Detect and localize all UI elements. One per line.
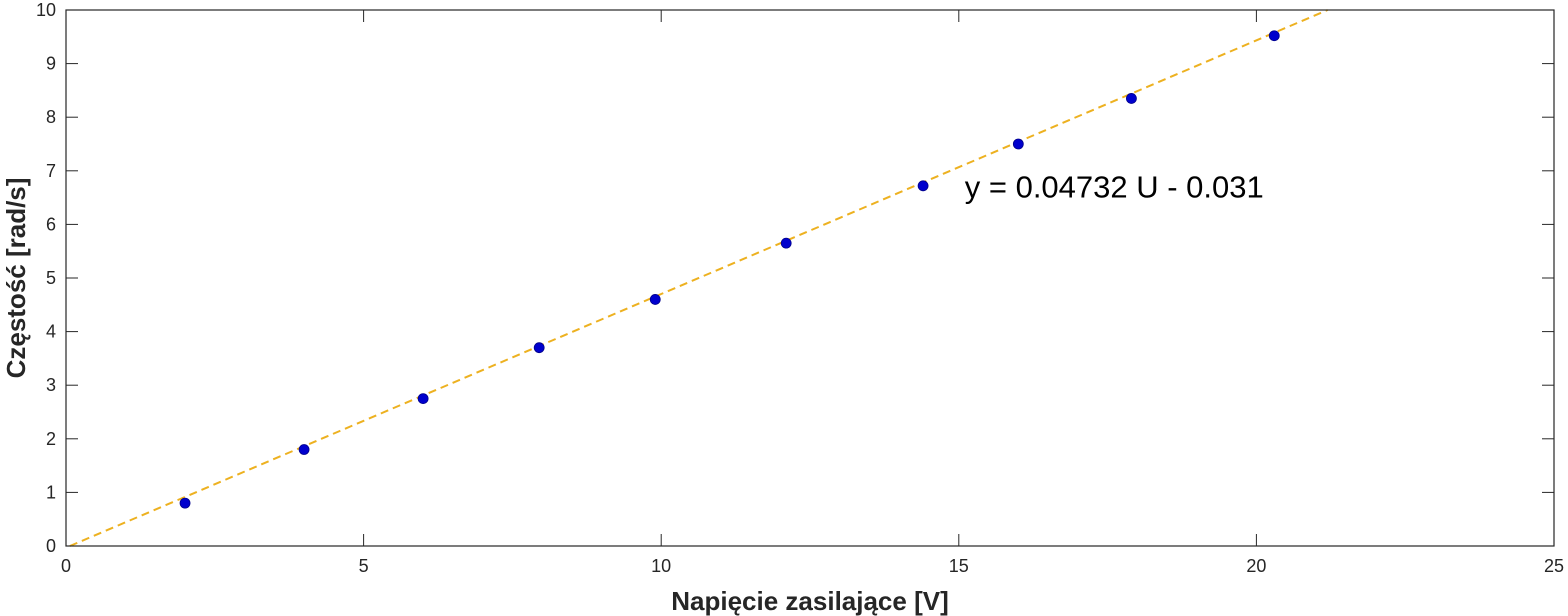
y-tick-label: 6 (46, 214, 56, 234)
data-point (533, 342, 545, 354)
y-tick-label: 3 (46, 375, 56, 395)
x-tick-label: 10 (651, 556, 671, 576)
plot-background (66, 10, 1554, 546)
data-point (179, 497, 191, 509)
tick-labels-layer: 0 5 10 15 20 25 0 1 2 3 4 5 6 7 8 9 10 (36, 0, 1564, 576)
x-tick-label: 20 (1246, 556, 1266, 576)
y-tick-label: 5 (46, 268, 56, 288)
data-point (1126, 93, 1137, 104)
data-point (417, 393, 429, 405)
x-tick-label: 5 (359, 556, 369, 576)
y-tick-label: 1 (46, 482, 56, 502)
fit-equation-annotation: y = 0.04732 U - 0.031 (965, 170, 1264, 205)
ticks-layer (65, 9, 1555, 547)
data-point (1012, 138, 1024, 150)
fit-line-layer (69, 9, 1329, 547)
y-tick-label: 4 (46, 322, 56, 342)
data-point (780, 237, 792, 249)
y-tick-label: 9 (46, 54, 56, 74)
y-tick-label: 2 (46, 429, 56, 449)
x-tick-label: 25 (1544, 556, 1564, 576)
fit-line (69, 9, 1329, 547)
data-point (298, 444, 310, 455)
data-point (1268, 30, 1280, 42)
y-tick-label: 7 (46, 161, 56, 181)
points-layer (179, 30, 1280, 509)
data-point (649, 294, 661, 305)
x-axis-label: Napięcie zasilające [V] (671, 586, 948, 616)
x-tick-label: 0 (61, 556, 71, 576)
y-axis-label: Częstość [rad/s] (1, 178, 31, 379)
y-tick-label: 0 (46, 536, 56, 556)
y-tick-label: 8 (46, 107, 56, 127)
y-tick-label: 10 (36, 0, 56, 20)
data-point (917, 180, 929, 192)
x-tick-label: 15 (949, 556, 969, 576)
